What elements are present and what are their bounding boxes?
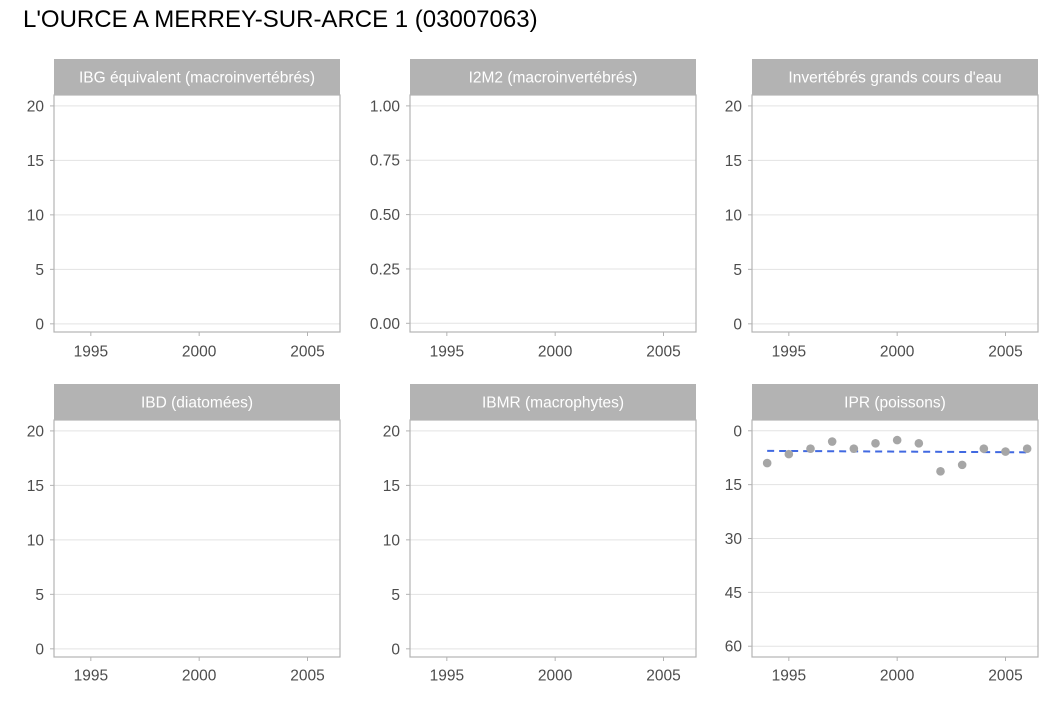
y-tick-label: 15 xyxy=(27,153,44,170)
panel-title: IBG équivalent (macroinvertébrés) xyxy=(79,70,315,87)
y-tick-label: 10 xyxy=(27,207,45,224)
panel-strip xyxy=(54,384,340,420)
x-tick-label: 2005 xyxy=(646,344,680,361)
y-tick-label: 0 xyxy=(35,316,44,333)
y-tick-label: 30 xyxy=(725,531,743,548)
y-tick-label: 0 xyxy=(733,316,742,333)
y-tick-label: 20 xyxy=(27,423,45,440)
y-tick-label: 1.00 xyxy=(370,98,401,115)
x-tick-label: 1995 xyxy=(74,668,108,685)
y-tick-label: 0.25 xyxy=(370,261,400,278)
y-tick-label: 5 xyxy=(733,262,742,279)
data-point xyxy=(871,439,880,448)
y-tick-label: 15 xyxy=(725,153,742,170)
panel-border xyxy=(751,94,1039,333)
panel-strip xyxy=(410,384,696,420)
data-point xyxy=(892,435,902,445)
y-tick-label: 0.50 xyxy=(370,207,401,224)
x-tick-label: 2000 xyxy=(538,668,573,685)
x-tick-label: 1995 xyxy=(772,344,806,361)
panel-2: I2M2 (macroinvertébrés) 0.00 0.25 0.50 0.75 1… xyxy=(370,59,697,361)
panel-border xyxy=(409,94,697,333)
panel-strip xyxy=(410,59,696,95)
data-point xyxy=(957,460,967,470)
y-tick-label: 20 xyxy=(383,423,401,440)
data-point xyxy=(1001,447,1010,456)
data-point xyxy=(1022,444,1032,454)
y-tick-label: 0 xyxy=(391,641,400,658)
x-tick-label: 2005 xyxy=(290,668,324,685)
x-tick-label: 1995 xyxy=(430,668,464,685)
y-tick-label: 20 xyxy=(725,98,743,115)
y-tick-label: 15 xyxy=(383,478,400,495)
x-tick-label: 2000 xyxy=(880,668,915,685)
panel-5: IBMR (macrophytes) 0 5 10 15 20 1995 2000 2005 xyxy=(383,384,697,685)
panel-strip xyxy=(752,59,1038,95)
x-tick-label: 2000 xyxy=(538,344,573,361)
y-tick-label: 15 xyxy=(27,478,44,495)
panel-border xyxy=(409,419,697,658)
data-point xyxy=(806,444,815,454)
panel-strip xyxy=(54,59,340,95)
y-tick-label: 0 xyxy=(35,641,44,658)
y-tick-label: 10 xyxy=(27,532,45,549)
x-tick-label: 2005 xyxy=(646,668,680,685)
data-point xyxy=(762,458,772,468)
data-point xyxy=(979,444,989,454)
panel-border xyxy=(53,419,341,658)
panel-4: IBD (diatomées) 0 5 10 15 20 1995 2000 2005 xyxy=(27,384,341,685)
data-point xyxy=(827,437,837,446)
y-tick-label: 5 xyxy=(391,587,400,604)
x-tick-label: 2000 xyxy=(182,344,217,361)
panel-title: IPR (poissons) xyxy=(844,395,946,412)
trend-line xyxy=(767,449,1028,454)
data-point xyxy=(784,449,794,459)
data-point xyxy=(849,444,859,454)
x-tick-label: 1995 xyxy=(430,344,464,361)
y-tick-label: 5 xyxy=(35,587,44,604)
panel-strip xyxy=(752,384,1038,420)
x-tick-label: 2005 xyxy=(988,344,1022,361)
x-tick-label: 2000 xyxy=(880,344,915,361)
y-tick-label: 20 xyxy=(27,98,45,115)
data-point xyxy=(914,439,924,448)
y-tick-label: 10 xyxy=(383,532,401,549)
y-tick-label: 0.75 xyxy=(370,153,400,170)
x-tick-label: 2005 xyxy=(290,344,324,361)
page-title: L'OURCE A MERREY-SUR-ARCE 1 (03007063) xyxy=(23,6,538,33)
data-point xyxy=(936,467,945,476)
panel-1: IBG équivalent (macroinvertébrés) 0 5 10 15 2… xyxy=(27,59,341,361)
y-tick-label: 60 xyxy=(725,639,743,656)
panel-3: Invertébrés grands cours d'eau 0 5 10 15 20 19… xyxy=(725,59,1039,361)
panel-border xyxy=(53,94,341,333)
panel-title: IBMR (macrophytes) xyxy=(482,395,624,412)
y-tick-label: 15 xyxy=(725,477,742,494)
panel-6: IPR (poissons) 0 15 30 45 60 1995 2000 2005 xyxy=(725,384,1039,685)
x-tick-label: 1995 xyxy=(772,668,806,685)
panel-title: I2M2 (macroinvertébrés) xyxy=(469,70,638,87)
y-tick-label: 0.00 xyxy=(370,316,401,333)
x-tick-label: 2005 xyxy=(988,668,1022,685)
panel-title: Invertébrés grands cours d'eau xyxy=(788,70,1001,87)
x-tick-label: 1995 xyxy=(74,344,108,361)
y-tick-label: 10 xyxy=(725,207,743,224)
y-tick-label: 5 xyxy=(35,262,44,279)
panel-border xyxy=(751,419,1039,658)
y-tick-label: 45 xyxy=(725,585,742,602)
y-tick-label: 0 xyxy=(733,423,742,440)
x-tick-label: 2000 xyxy=(182,668,217,685)
panel-title: IBD (diatomées) xyxy=(141,395,253,412)
